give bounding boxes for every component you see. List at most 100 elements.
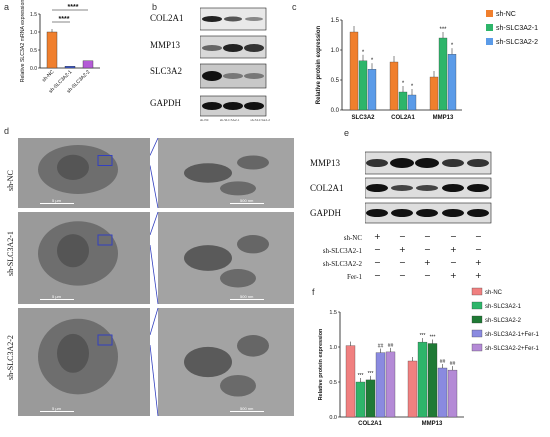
panel-f-ytick-label: 0.5 <box>329 380 337 386</box>
panel-e-sign: − <box>374 258 381 267</box>
panel-d-scale-high-label: 500 nm <box>240 294 254 299</box>
panel-c-bar-1-2 <box>407 94 417 111</box>
blot-e-label-gapdh: GAPDH <box>310 208 342 218</box>
panel-c-bar-2-0 <box>429 76 439 111</box>
zoom-line <box>150 138 159 156</box>
blot-e-label-col2a1: COL2A1 <box>310 183 344 193</box>
panel-f-chart: 0.0 0.5 1.0 1.5 Relative protein expression *… <box>318 287 540 427</box>
blot-b-label-gapdh: GAPDH <box>150 98 182 108</box>
panel-f-legend-label-2: sh-SLC3A2-2 <box>485 318 522 324</box>
panel-c-bar-0-0 <box>349 31 359 111</box>
panel-c-bar-2-1 <box>438 37 448 111</box>
zoom-line <box>150 244 159 304</box>
panel-d: sh-NC 5 µm 500 nm sh-SLC3A2-1 5 µm 500 nm sh-S… <box>0 136 300 436</box>
panel-e-sign: − <box>374 245 381 254</box>
panel-a-xtick-label: sh-NC <box>41 69 56 84</box>
panel-e-sign: − <box>475 232 482 241</box>
blot-b-lane-3: sh-SLC3A2-2 <box>250 118 270 122</box>
panel-d-scale-low-label: 5 µm <box>52 198 61 203</box>
panel-a-ytick-label: 1.0 <box>30 30 37 36</box>
panel-f-significance: ## <box>450 361 456 367</box>
blot-e-condition-matrix: sh-NC + − − − − sh-SLC3A2-1 − + − + − sh-SLC3A2-2 − − +… <box>310 230 500 290</box>
panel-d-scale-low-label: 5 µm <box>52 406 61 411</box>
panel-f-legend-swatch-4 <box>471 343 483 352</box>
panel-a-ytick-label: 0.0 <box>30 66 37 72</box>
panel-e-sign: − <box>399 258 406 267</box>
blot-b-image <box>200 7 267 117</box>
panel-d-scalebar-high <box>230 411 264 412</box>
panel-d-zoom-lines <box>150 308 159 416</box>
panel-f-xtick-label: COL2A1 <box>358 421 382 427</box>
panel-e-sign: − <box>424 245 431 254</box>
panel-f-legend-swatch-3 <box>471 329 483 338</box>
panel-c-ytick-label: 1.5 <box>331 18 340 24</box>
panel-a-bar-1 <box>64 65 76 69</box>
panel-a-letter: a <box>4 2 10 12</box>
panel-c-legend-label-2: sh-SLC3A2-2 <box>496 39 538 46</box>
panel-c-bar-1-1 <box>398 91 408 111</box>
blot-e-image <box>365 151 492 224</box>
panel-f-ytick-label: 0.0 <box>329 415 337 421</box>
panel-c-ylabel: Relative protein expression <box>316 25 322 104</box>
panel-e-sign: + <box>475 258 482 267</box>
panel-c-bar-2-2 <box>447 54 457 111</box>
panel-c-significance: * <box>362 50 365 56</box>
panel-c-significance: * <box>411 84 414 90</box>
panel-f-significance: *** <box>358 373 364 379</box>
panel-f-ytick-label: 1.0 <box>329 345 337 351</box>
panel-b-letter: b <box>152 2 158 12</box>
panel-f-bar-0-0 <box>345 345 356 418</box>
panel-f-legend-label-3: sh-SLC3A2-1+Fer-1 <box>485 332 540 338</box>
panel-c-legend-swatch-0 <box>486 10 493 17</box>
panel-a-ytick-label: 0.5 <box>30 48 37 54</box>
panel-e-sign: + <box>450 245 457 254</box>
panel-e-condition-2: sh-SLC3A2-2 <box>322 260 362 268</box>
panel-c-xtick-label: MMP13 <box>433 115 454 121</box>
panel-d-zoom-lines <box>150 138 159 208</box>
blot-b-lane-1: sh-NC <box>200 118 210 122</box>
blot-e: MMP13 COL2A1 GAPDH sh-NC + − − − − sh-SLC3A2-1… <box>310 150 550 290</box>
panel-a-chart: 0.0 0.5 1.0 1.5 Relative SLC3A2 mRNA express… <box>20 0 100 95</box>
panel-d-micrograph-low-0 <box>18 138 150 208</box>
panel-c-legend-label-0: sh-NC <box>496 11 516 18</box>
blot-b-lane-2: sh-SLC3A2-1 <box>219 118 240 122</box>
panel-d-row-label-2: sh-SLC3A2-2 <box>6 335 15 380</box>
panel-c-legend-label-1: sh-SLC3A2-1 <box>496 25 538 32</box>
panel-c-significance: * <box>451 43 454 49</box>
panel-d-micrograph-high-0 <box>158 138 294 208</box>
panel-a-bar-0 <box>46 31 58 69</box>
panel-f-legend-swatch-1 <box>471 301 483 310</box>
panel-e-sign: − <box>399 232 406 241</box>
panel-f-significance: ## <box>440 359 446 365</box>
zoom-line <box>150 308 159 336</box>
panel-c-legend-swatch-2 <box>486 38 493 45</box>
panel-d-letter: d <box>4 126 10 136</box>
panel-e-letter: e <box>344 128 350 138</box>
panel-f-bar-1-2 <box>427 343 438 418</box>
panel-d-micrograph-low-2 <box>18 308 150 416</box>
panel-c-significance: *** <box>439 27 447 33</box>
panel-f-ylabel: Relative protein expression <box>318 328 324 400</box>
blot-b-label-mmp13: MMP13 <box>150 40 181 50</box>
panel-f-bar-0-2 <box>365 379 376 418</box>
panel-a-ylabel: Relative SLC3A2 mRNA expression <box>20 0 26 82</box>
panel-c-ytick-label: 0.5 <box>331 78 340 84</box>
panel-e-sign: − <box>450 258 457 267</box>
panel-f-xtick-label: MMP13 <box>422 421 443 427</box>
panel-c-bar-1-0 <box>389 61 399 111</box>
panel-d-scalebar-high <box>230 299 264 300</box>
panel-e-condition-3: Fer-1 <box>346 273 362 281</box>
panel-e-sign: − <box>374 271 381 280</box>
panel-f-bar-1-0 <box>407 360 418 418</box>
panel-e-condition-0: sh-NC <box>343 234 362 242</box>
panel-e-condition-1: sh-SLC3A2-1 <box>322 247 362 255</box>
panel-f-significance: *** <box>430 335 436 341</box>
panel-d-scalebar-low <box>40 203 74 204</box>
panel-c-chart: 0.0 0.5 1.0 1.5 Relative protein expression *… <box>316 10 538 121</box>
panel-e-sign: + <box>475 271 482 280</box>
panel-f-legend-label-4: sh-SLC3A2-2+Fer-1 <box>485 346 540 352</box>
panel-c-ytick-label: 1.0 <box>331 48 340 54</box>
em-high-image <box>158 212 294 304</box>
panel-e-sign: − <box>399 271 406 280</box>
zoom-line <box>150 212 159 236</box>
